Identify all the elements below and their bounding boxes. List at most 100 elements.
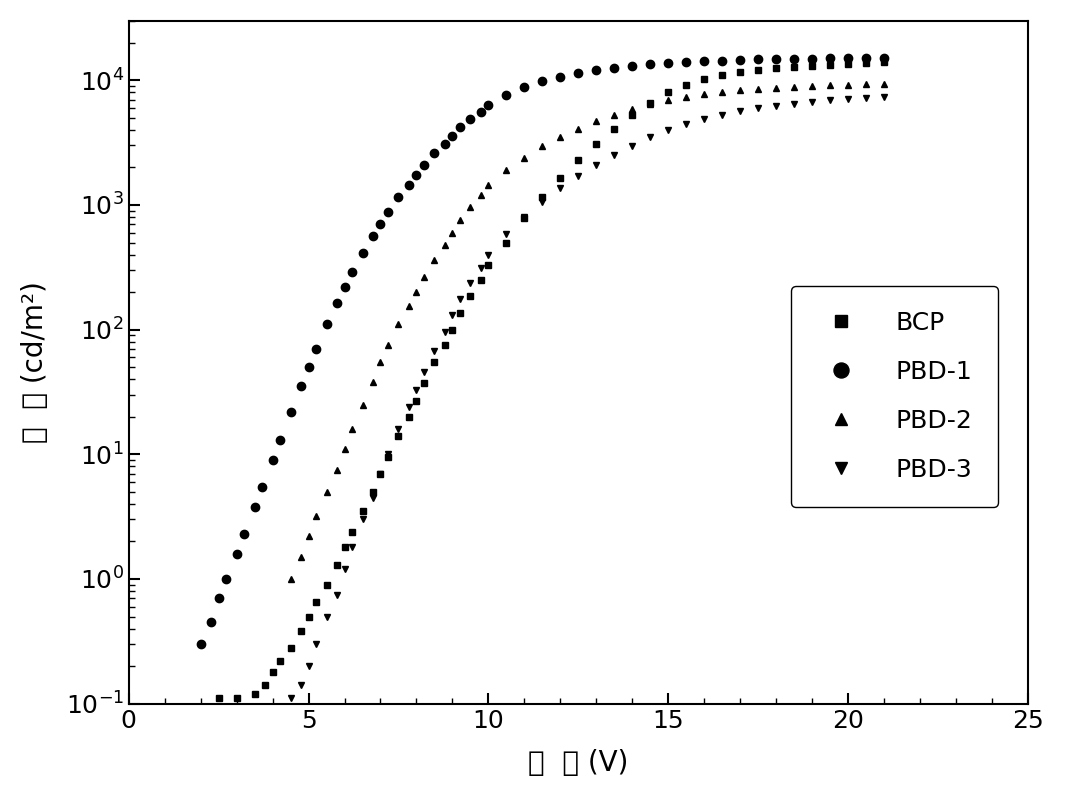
PBD-1 <box>859 53 872 63</box>
PBD-2 <box>859 80 872 89</box>
PBD-3 <box>331 590 344 599</box>
PBD-3 <box>284 693 297 703</box>
PBD-3 <box>464 279 477 288</box>
PBD-2 <box>381 341 394 350</box>
PBD-3 <box>878 93 890 102</box>
PBD-3 <box>302 662 315 671</box>
PBD-1 <box>770 54 783 64</box>
PBD-3 <box>824 96 837 105</box>
PBD-3 <box>338 564 350 574</box>
BCP <box>331 560 344 570</box>
PBD-2 <box>734 85 747 95</box>
PBD-3 <box>454 294 466 304</box>
PBD-3 <box>410 385 423 394</box>
BCP <box>572 155 585 164</box>
PBD-2 <box>878 79 890 89</box>
X-axis label: 电  压 (V): 电 压 (V) <box>528 749 628 777</box>
PBD-2 <box>482 180 495 190</box>
PBD-2 <box>752 85 765 94</box>
PBD-2 <box>295 552 308 562</box>
Legend: BCP, PBD-1, PBD-2, PBD-3: BCP, PBD-1, PBD-2, PBD-3 <box>791 286 998 507</box>
PBD-2 <box>788 82 801 92</box>
PBD-3 <box>374 469 387 479</box>
PBD-2 <box>439 240 452 250</box>
PBD-2 <box>501 165 513 175</box>
PBD-3 <box>842 94 855 104</box>
PBD-3 <box>770 101 783 110</box>
PBD-3 <box>752 104 765 113</box>
PBD-2 <box>374 358 387 367</box>
PBD-2 <box>608 110 621 120</box>
PBD-3 <box>572 171 585 180</box>
PBD-3 <box>321 612 333 622</box>
PBD-3 <box>309 639 322 649</box>
PBD-3 <box>295 681 308 690</box>
PBD-2 <box>681 93 693 102</box>
PBD-3 <box>536 197 548 207</box>
PBD-3 <box>626 141 639 151</box>
PBD-2 <box>662 96 675 105</box>
PBD-2 <box>590 117 603 126</box>
PBD-3 <box>608 150 621 160</box>
PBD-3 <box>806 97 819 107</box>
PBD-2 <box>331 465 344 475</box>
PBD-2 <box>428 255 441 265</box>
PBD-3 <box>734 106 747 116</box>
PBD-1 <box>309 344 322 354</box>
PBD-2 <box>824 81 837 90</box>
PBD-2 <box>842 80 855 89</box>
PBD-2 <box>698 89 710 99</box>
PBD-2 <box>321 487 333 496</box>
PBD-2 <box>392 320 405 330</box>
PBD-3 <box>554 184 567 193</box>
PBD-2 <box>554 132 567 142</box>
PBD-3 <box>381 449 394 459</box>
PBD-2 <box>464 203 477 212</box>
PBD-2 <box>410 287 423 297</box>
PBD-3 <box>518 212 530 222</box>
PBD-2 <box>644 100 657 109</box>
PBD-2 <box>367 377 380 387</box>
PBD-3 <box>367 492 380 502</box>
PBD-1 <box>374 219 387 229</box>
PBD-3 <box>501 230 513 239</box>
PBD-2 <box>302 531 315 541</box>
PBD-2 <box>446 228 459 238</box>
PBD-2 <box>518 152 530 162</box>
PBD-3 <box>403 402 415 412</box>
PBD-3 <box>356 515 368 524</box>
PBD-1 <box>284 407 297 417</box>
Y-axis label: 亮  度 (cd/m²): 亮 度 (cd/m²) <box>21 282 49 443</box>
PBD-2 <box>716 88 728 97</box>
BCP <box>212 693 225 703</box>
PBD-2 <box>806 81 819 91</box>
PBD-3 <box>662 125 675 135</box>
Line: PBD-1: PBD-1 <box>196 53 888 648</box>
PBD-2 <box>572 124 585 133</box>
PBD-2 <box>454 215 466 224</box>
Line: PBD-3: PBD-3 <box>288 94 888 702</box>
PBD-2 <box>475 190 488 200</box>
PBD-2 <box>284 575 297 584</box>
PBD-3 <box>392 424 405 433</box>
PBD-1 <box>248 502 261 512</box>
PBD-2 <box>345 424 358 433</box>
PBD-3 <box>428 346 441 355</box>
BCP <box>626 110 639 120</box>
BCP <box>367 487 380 496</box>
BCP <box>374 469 387 479</box>
PBD-3 <box>345 543 358 552</box>
PBD-3 <box>475 263 488 273</box>
BCP <box>859 58 872 68</box>
PBD-2 <box>356 400 368 409</box>
PBD-3 <box>446 310 459 320</box>
PBD-3 <box>698 114 710 124</box>
PBD-1 <box>194 639 207 649</box>
PBD-3 <box>482 250 495 259</box>
PBD-2 <box>309 512 322 521</box>
PBD-3 <box>590 160 603 170</box>
PBD-3 <box>439 327 452 337</box>
BCP <box>878 57 890 67</box>
Line: PBD-2: PBD-2 <box>288 80 888 583</box>
PBD-3 <box>681 120 693 129</box>
